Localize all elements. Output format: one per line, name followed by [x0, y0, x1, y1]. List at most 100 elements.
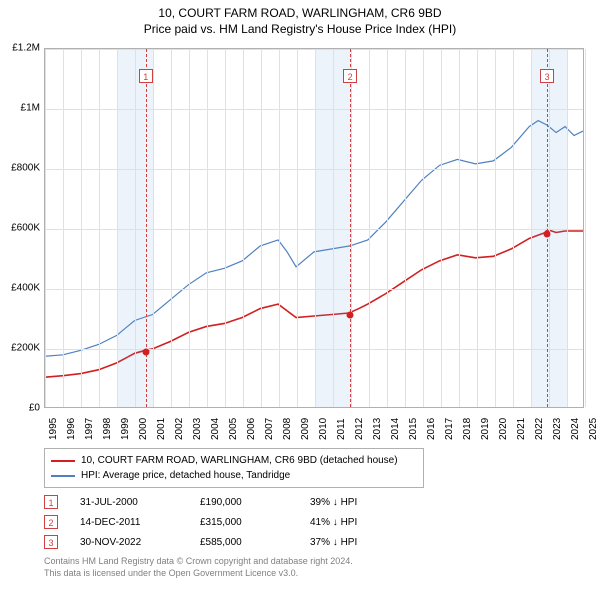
transaction-marker: 3 — [44, 535, 58, 549]
x-axis-label: 2013 — [372, 418, 383, 440]
gridline-v — [567, 49, 568, 407]
x-axis-label: 2018 — [462, 418, 473, 440]
y-axis-label: £1.2M — [12, 43, 40, 54]
x-axis-label: 2009 — [300, 418, 311, 440]
transaction-date: 31-JUL-2000 — [80, 497, 200, 508]
gridline-v — [495, 49, 496, 407]
marker-box: 1 — [139, 69, 153, 83]
gridline-h — [45, 229, 583, 230]
marker-line — [547, 49, 548, 407]
gridline-v — [225, 49, 226, 407]
title-line2: Price paid vs. HM Land Registry's House … — [0, 22, 600, 38]
transaction-delta: 41% ↓ HPI — [310, 517, 420, 528]
transaction-price: £190,000 — [200, 497, 310, 508]
x-axis-label: 2007 — [264, 418, 275, 440]
x-axis-label: 2006 — [246, 418, 257, 440]
legend: 10, COURT FARM ROAD, WARLINGHAM, CR6 9BD… — [44, 448, 424, 488]
x-axis-label: 2025 — [588, 418, 599, 440]
legend-swatch — [51, 475, 75, 477]
chart-container: 10, COURT FARM ROAD, WARLINGHAM, CR6 9BD… — [0, 0, 600, 590]
footer-line1: Contains HM Land Registry data © Crown c… — [44, 556, 353, 568]
y-axis-label: £400K — [11, 283, 40, 294]
gridline-v — [315, 49, 316, 407]
y-axis-label: £1M — [21, 103, 40, 114]
y-axis-label: £800K — [11, 163, 40, 174]
transaction-row: 330-NOV-2022£585,00037% ↓ HPI — [44, 532, 420, 552]
footer: Contains HM Land Registry data © Crown c… — [44, 556, 353, 579]
y-axis-label: £0 — [29, 403, 40, 414]
gridline-v — [171, 49, 172, 407]
gridline-v — [261, 49, 262, 407]
transaction-dot — [347, 311, 354, 318]
x-axis-label: 2020 — [498, 418, 509, 440]
gridline-v — [135, 49, 136, 407]
x-axis-label: 2004 — [210, 418, 221, 440]
gridline-v — [81, 49, 82, 407]
gridline-h — [45, 349, 583, 350]
gridline-v — [423, 49, 424, 407]
gridline-v — [45, 49, 46, 407]
gridline-v — [207, 49, 208, 407]
x-axis-label: 2001 — [156, 418, 167, 440]
gridline-v — [99, 49, 100, 407]
gridline-v — [279, 49, 280, 407]
x-axis-label: 2017 — [444, 418, 455, 440]
transactions-table: 131-JUL-2000£190,00039% ↓ HPI214-DEC-201… — [44, 492, 420, 552]
x-axis-label: 1995 — [48, 418, 59, 440]
x-axis-label: 2003 — [192, 418, 203, 440]
gridline-v — [369, 49, 370, 407]
x-axis-label: 2008 — [282, 418, 293, 440]
gridline-v — [351, 49, 352, 407]
gridline-v — [549, 49, 550, 407]
transaction-delta: 39% ↓ HPI — [310, 497, 420, 508]
marker-line — [350, 49, 351, 407]
gridline-v — [459, 49, 460, 407]
y-axis-label: £200K — [11, 343, 40, 354]
title-block: 10, COURT FARM ROAD, WARLINGHAM, CR6 9BD… — [0, 0, 600, 37]
gridline-h — [45, 109, 583, 110]
x-axis-label: 2014 — [390, 418, 401, 440]
x-axis-label: 2005 — [228, 418, 239, 440]
transaction-price: £585,000 — [200, 537, 310, 548]
legend-label: 10, COURT FARM ROAD, WARLINGHAM, CR6 9BD… — [81, 453, 398, 468]
legend-swatch — [51, 460, 75, 462]
gridline-v — [63, 49, 64, 407]
x-axis-label: 2022 — [534, 418, 545, 440]
transaction-marker: 2 — [44, 515, 58, 529]
footer-line2: This data is licensed under the Open Gov… — [44, 568, 353, 580]
x-axis-label: 1997 — [84, 418, 95, 440]
x-axis-label: 2002 — [174, 418, 185, 440]
x-axis-label: 2021 — [516, 418, 527, 440]
x-axis-label: 1996 — [66, 418, 77, 440]
gridline-h — [45, 49, 583, 50]
title-line1: 10, COURT FARM ROAD, WARLINGHAM, CR6 9BD — [0, 6, 600, 22]
legend-row: 10, COURT FARM ROAD, WARLINGHAM, CR6 9BD… — [51, 453, 417, 468]
x-axis-label: 2015 — [408, 418, 419, 440]
gridline-v — [513, 49, 514, 407]
gridline-v — [243, 49, 244, 407]
y-axis-label: £600K — [11, 223, 40, 234]
gridline-v — [189, 49, 190, 407]
transaction-delta: 37% ↓ HPI — [310, 537, 420, 548]
gridline-v — [405, 49, 406, 407]
gridline-v — [387, 49, 388, 407]
gridline-v — [153, 49, 154, 407]
transaction-price: £315,000 — [200, 517, 310, 528]
gridline-v — [585, 49, 586, 407]
gridline-v — [333, 49, 334, 407]
gridline-v — [531, 49, 532, 407]
gridline-v — [297, 49, 298, 407]
gridline-v — [477, 49, 478, 407]
transaction-dot — [544, 230, 551, 237]
transaction-marker: 1 — [44, 495, 58, 509]
x-axis-label: 2019 — [480, 418, 491, 440]
x-axis-label: 1999 — [120, 418, 131, 440]
x-axis-label: 2010 — [318, 418, 329, 440]
chart-area: 123 — [44, 48, 584, 408]
x-axis-label: 2024 — [570, 418, 581, 440]
transaction-row: 1 31-JUL-2000£190,00039% ↓ HPI — [44, 492, 420, 512]
x-axis-label: 1998 — [102, 418, 113, 440]
marker-box: 2 — [343, 69, 357, 83]
x-axis-label: 2011 — [336, 418, 347, 440]
transaction-dot — [142, 349, 149, 356]
